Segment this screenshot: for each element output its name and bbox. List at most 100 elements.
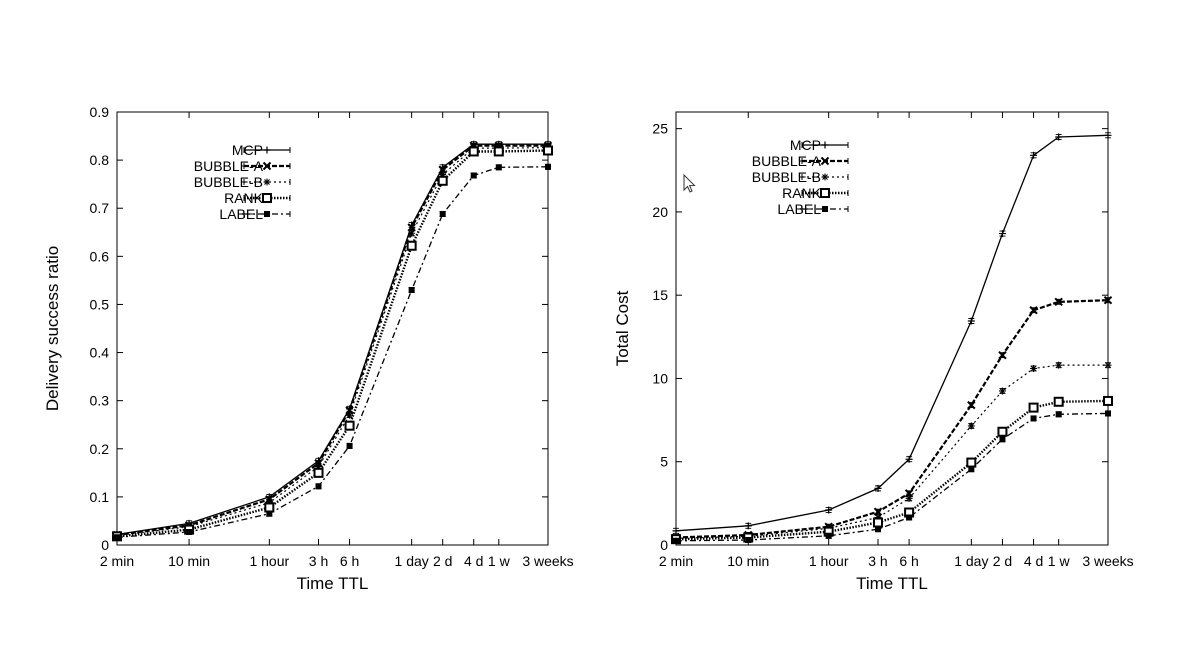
y-tick-label: 0.7 [90,200,110,216]
legend-cap [801,142,849,148]
y-tick-label: 0.1 [90,489,110,505]
y-tick-label: 0.2 [90,441,110,457]
x-axis-label: Time TTL [856,574,928,593]
data-point [967,400,976,410]
data-point [967,317,975,325]
legend-marker [821,141,829,149]
y-tick-label: 10 [652,370,668,386]
y-tick-label: 20 [652,204,668,220]
legend-cap [243,147,291,153]
y-axis-label: Delivery success ratio [43,246,62,411]
x-tick-label: 1 day [954,553,988,569]
series-mcp [672,131,1112,535]
data-point [968,466,975,473]
series-line [116,147,549,536]
data-point [1028,402,1039,413]
plot-frame [116,111,549,546]
data-point [1104,131,1112,139]
x-axis-label: Time TTL [297,574,369,593]
x-tick-label: 3 h [309,553,328,569]
series-label [673,410,1111,544]
y-tick-label: 0.5 [90,296,110,312]
y-tick-label: 0 [101,537,109,553]
legend-entry: LABEL [777,201,849,217]
data-point [315,483,322,490]
legend-marker [820,188,830,198]
legend-label: LABEL [219,206,263,222]
series-rank [671,395,1113,545]
x-tick-label: 1 w [1048,553,1071,569]
legend-entry: BUBBLE-A [194,158,291,174]
legend-marker [821,173,829,181]
series-bubble-b [672,361,1112,542]
y-tick-label: 0.8 [90,152,110,168]
legend-entry: MCP [790,137,849,153]
data-point [408,287,415,294]
data-point [1030,151,1038,159]
data-point [315,463,323,471]
y-tick-label: 5 [660,454,668,470]
data-point [495,164,502,171]
legend-cap [801,158,849,164]
y-axis-label: Total Cost [613,290,632,366]
data-point [998,230,1006,238]
data-point [825,506,833,514]
data-point [744,522,752,530]
legend-label: LABEL [777,201,821,217]
x-tick-label: 2 min [659,553,693,569]
x-tick-label: 10 min [168,553,210,569]
series-bubble-b [113,144,552,539]
data-point [186,529,193,536]
legend-cap [801,174,849,180]
legend-label: BUBBLE-A [194,158,264,174]
data-point [406,240,417,251]
data-point [264,502,275,513]
x-tick-label: 4 d [1024,553,1043,569]
data-point [745,537,752,544]
data-point [470,172,477,179]
data-point [1054,297,1063,307]
data-point [1030,415,1037,422]
series-mcp [113,140,552,538]
data-point [872,517,883,528]
legend-label: BUBBLE-B [194,174,263,190]
legend-cap [243,211,291,217]
data-point [998,350,1007,360]
series-line [116,144,548,536]
data-point [997,426,1008,437]
x-tick-label: 2 d [433,553,452,569]
data-point [967,422,975,430]
x-tick-label: 1 day [395,553,429,569]
y-tick-label: 0.9 [90,104,110,120]
data-point [1055,411,1062,418]
y-tick-label: 25 [652,121,668,137]
data-point [493,146,504,157]
x-tick-label: 3 weeks [1082,553,1133,569]
data-point [906,514,913,521]
legend-entry: BUBBLE-B [194,174,291,190]
data-point [825,532,832,539]
y-tick-label: 0.3 [90,393,110,409]
data-point [874,484,882,492]
legend-entry: MCP [232,142,291,158]
data-point [408,229,416,237]
y-tick-label: 0.6 [90,248,110,264]
x-tick-label: 6 h [899,553,918,569]
data-point [1105,410,1111,417]
series-bubble-a [671,295,1113,542]
y-tick-label: 0 [660,537,668,553]
data-point [672,527,680,535]
legend-entry: RANK [224,190,291,206]
series-line [675,399,1109,541]
x-tick-label: 2 d [993,553,1012,569]
series-bubble-a [112,141,553,540]
data-point [1030,364,1038,372]
data-point [1053,396,1064,407]
legend-marker [263,146,271,154]
series-line [675,364,1108,539]
data-point [673,537,679,544]
data-point [468,146,479,157]
series-line [116,143,548,536]
data-point [999,436,1006,443]
series-line [675,134,1109,532]
